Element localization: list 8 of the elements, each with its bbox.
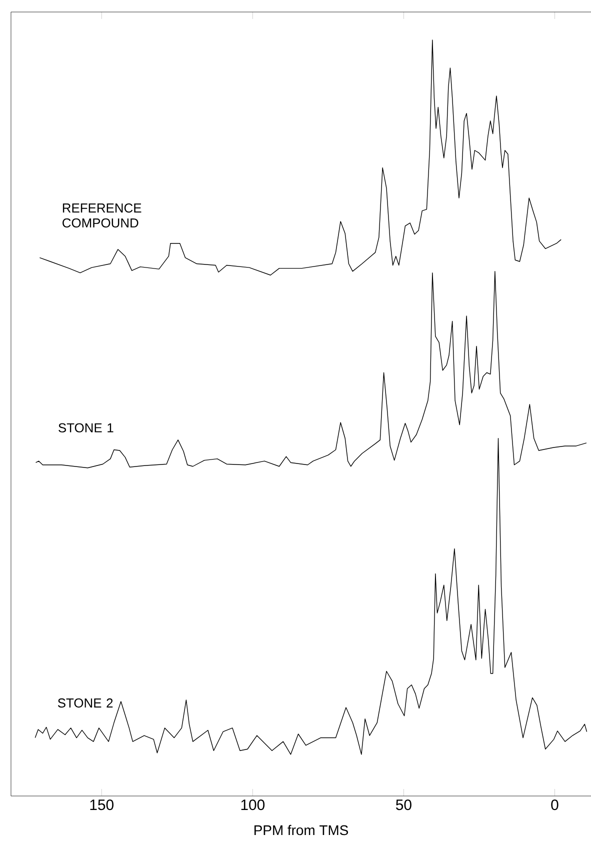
x-axis-title: PPM from TMS	[254, 824, 348, 836]
text: REFERENCE COMPOUND	[62, 203, 142, 228]
series-label: STONE 2	[58, 698, 113, 708]
x-tick-label: 0	[551, 800, 558, 810]
x-tick-label: 100	[241, 800, 265, 810]
x-tick-label: 50	[396, 800, 412, 810]
series-label: STONE 1	[58, 423, 114, 432]
x-tick-label: 150	[90, 800, 114, 810]
